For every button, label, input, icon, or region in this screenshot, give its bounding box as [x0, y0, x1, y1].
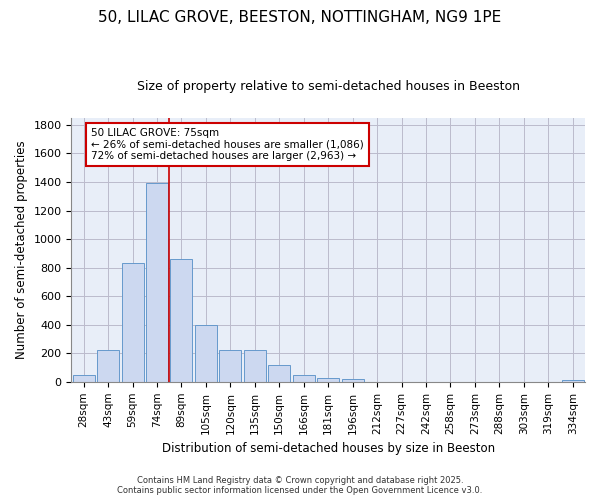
Text: Contains HM Land Registry data © Crown copyright and database right 2025.
Contai: Contains HM Land Registry data © Crown c…	[118, 476, 482, 495]
Bar	[97, 350, 119, 382]
Bar	[562, 380, 584, 382]
Bar	[220, 350, 241, 382]
Bar	[170, 259, 193, 382]
Bar	[317, 378, 339, 382]
Bar	[341, 379, 364, 382]
Bar	[293, 374, 315, 382]
Y-axis label: Number of semi-detached properties: Number of semi-detached properties	[15, 140, 28, 359]
Bar	[73, 374, 95, 382]
Bar	[122, 264, 143, 382]
Text: 50, LILAC GROVE, BEESTON, NOTTINGHAM, NG9 1PE: 50, LILAC GROVE, BEESTON, NOTTINGHAM, NG…	[98, 10, 502, 25]
Bar	[268, 364, 290, 382]
Title: Size of property relative to semi-detached houses in Beeston: Size of property relative to semi-detach…	[137, 80, 520, 93]
Bar	[195, 324, 217, 382]
Bar	[244, 350, 266, 382]
Text: 50 LILAC GROVE: 75sqm
← 26% of semi-detached houses are smaller (1,086)
72% of s: 50 LILAC GROVE: 75sqm ← 26% of semi-deta…	[91, 128, 364, 161]
X-axis label: Distribution of semi-detached houses by size in Beeston: Distribution of semi-detached houses by …	[161, 442, 495, 455]
Bar	[146, 184, 168, 382]
